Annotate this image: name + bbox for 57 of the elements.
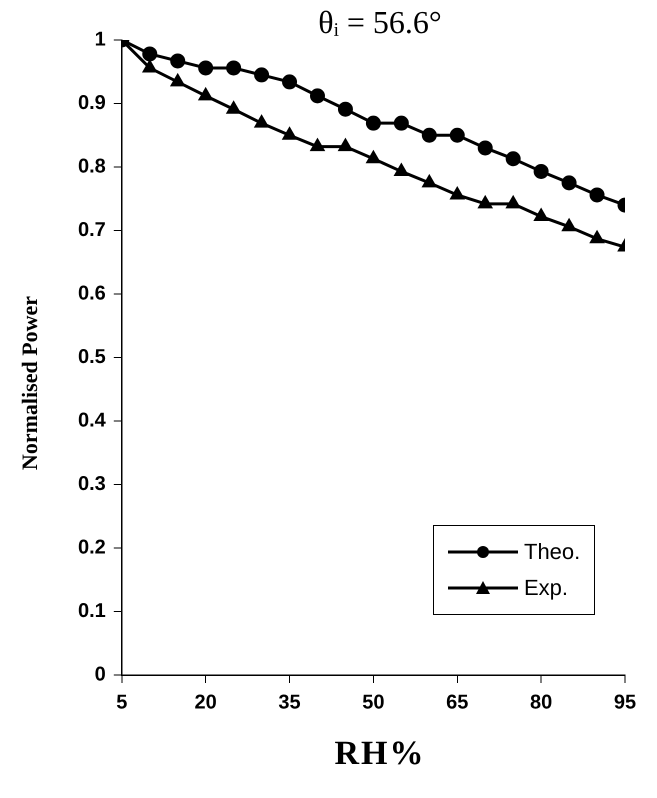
y-tick-label: 0.5 (78, 346, 106, 368)
x-tick-label: 20 (194, 692, 217, 714)
point (143, 60, 156, 72)
x-tick-label: 5 (116, 692, 128, 714)
legend-label: Exp. (524, 575, 568, 601)
point (142, 46, 158, 62)
x-tick-label: 80 (530, 692, 552, 714)
point (422, 175, 436, 188)
point (562, 219, 576, 232)
y-tick-label: 0.6 (78, 282, 106, 305)
x-tick-label: 35 (278, 692, 301, 714)
point (562, 175, 577, 190)
y-axis-title: Normalised Power (17, 294, 43, 472)
point (450, 128, 465, 143)
point (310, 139, 324, 152)
y-tick-label: 0.7 (78, 219, 106, 242)
point (534, 209, 548, 222)
point (366, 116, 381, 131)
point (422, 128, 437, 143)
point (590, 187, 605, 202)
point (394, 164, 408, 176)
point (282, 74, 298, 90)
point (338, 102, 353, 117)
legend-label: Theo. (524, 539, 580, 565)
y-tick-label: 0.9 (78, 92, 106, 114)
point (450, 187, 464, 200)
point (198, 60, 214, 76)
chart-title: θᵢ = 56.6° (317, 4, 443, 41)
point (338, 139, 352, 152)
y-tick-label: 0.4 (78, 410, 107, 432)
point (506, 196, 520, 208)
point (310, 88, 325, 104)
y-tick-label: 0.8 (78, 156, 106, 178)
point (226, 60, 242, 76)
point (534, 164, 549, 179)
y-tick-label: 0.1 (78, 600, 106, 622)
point (478, 140, 493, 156)
y-tick-label: 0 (94, 664, 106, 686)
point (198, 88, 212, 100)
point (171, 74, 184, 86)
point (590, 231, 604, 244)
point (254, 116, 268, 128)
y-tick-label: 1 (94, 28, 106, 51)
x-tick-label: 65 (446, 692, 468, 714)
y-tick-label: 0.2 (78, 536, 106, 559)
point (366, 151, 380, 164)
point (282, 128, 296, 140)
x-tick-label: 95 (614, 692, 636, 714)
x-axis-title: RH% (334, 735, 426, 773)
point (254, 67, 270, 82)
point (506, 151, 521, 166)
x-tick-label: 50 (362, 692, 385, 714)
point (394, 116, 409, 131)
point (226, 102, 240, 114)
y-tick-label: 0.3 (78, 473, 106, 496)
point (170, 53, 186, 68)
point (478, 196, 492, 208)
